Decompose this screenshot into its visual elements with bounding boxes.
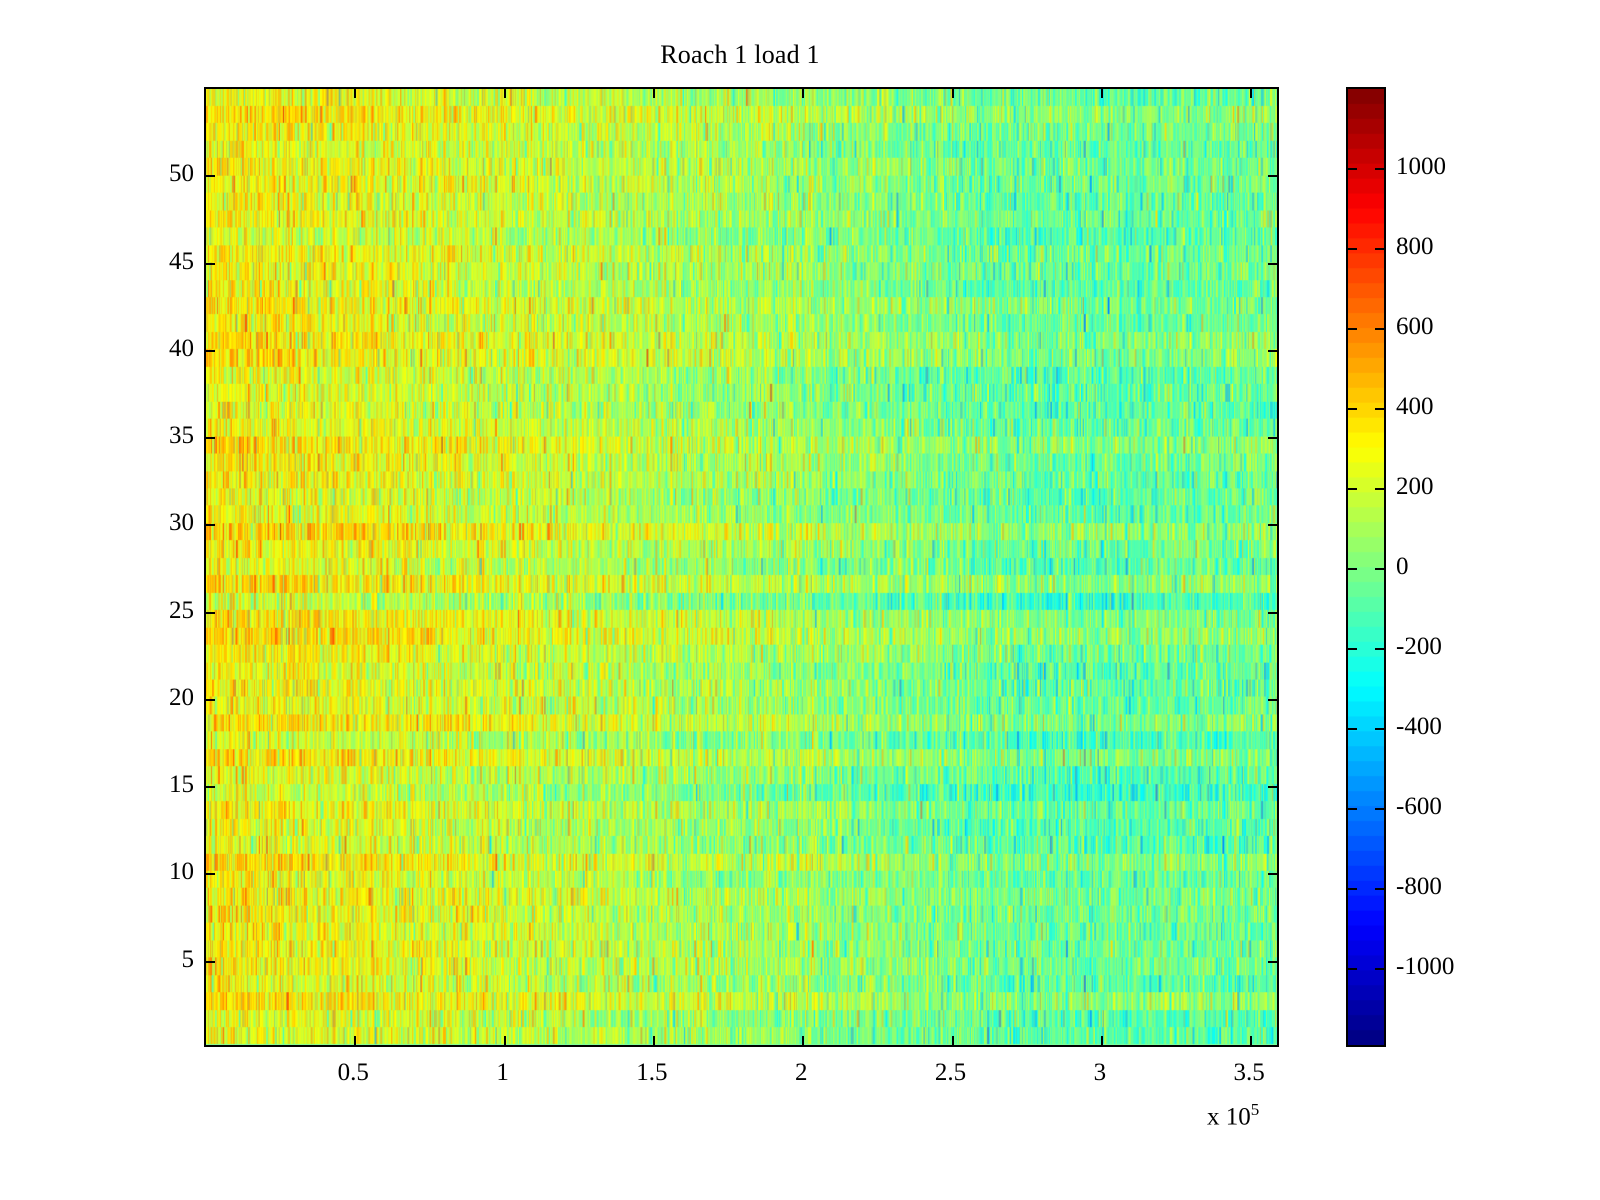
colorbar-tick-label: -1000 (1396, 953, 1455, 980)
y-tick-mark-right (1268, 437, 1277, 440)
y-tick-label: 50 (169, 160, 194, 188)
y-tick-mark-right (1268, 786, 1277, 789)
colorbar-tick-label: -400 (1396, 713, 1442, 740)
colorbar-tick-mark-right (1375, 888, 1384, 890)
y-tick-mark (206, 437, 215, 440)
y-tick-mark-right (1268, 611, 1277, 614)
colorbar-tick-mark (1348, 168, 1357, 170)
x-tick-mark (354, 1036, 357, 1045)
y-tick-mark (206, 262, 215, 265)
x-tick-mark-top (354, 89, 357, 98)
x-tick-mark-top (1250, 89, 1253, 98)
y-tick-mark-right (1268, 349, 1277, 352)
x-tick-mark-top (1100, 89, 1103, 98)
y-tick-label: 20 (169, 683, 194, 711)
x-tick-mark (503, 1036, 506, 1045)
y-tick-mark-right (1268, 698, 1277, 701)
exponent-power: 5 (1250, 1100, 1260, 1119)
y-tick-mark (206, 349, 215, 352)
colorbar-tick-mark-right (1375, 648, 1384, 650)
y-tick-label: 40 (169, 334, 194, 362)
colorbar-tick-label: -800 (1396, 873, 1442, 900)
x-tick-mark-top (951, 89, 954, 98)
x-tick-label: 2 (794, 1059, 808, 1086)
colorbar-tick-mark (1348, 328, 1357, 330)
x-tick-mark (802, 1036, 805, 1045)
colorbar-tick-mark-right (1375, 248, 1384, 250)
colorbar-tick-label: -200 (1396, 633, 1442, 660)
colorbar-gradient (1348, 89, 1384, 1045)
x-axis-exponent-label: x 105 (1207, 1100, 1259, 1131)
colorbar-tick-mark-right (1375, 568, 1384, 570)
y-tick-label: 30 (169, 509, 194, 537)
x-tick-label: 0.5 (337, 1059, 369, 1086)
y-tick-mark (206, 786, 215, 789)
y-tick-mark (206, 960, 215, 963)
colorbar-tick-mark-right (1375, 968, 1384, 970)
x-tick-mark-top (802, 89, 805, 98)
y-tick-mark-right (1268, 524, 1277, 527)
y-tick-mark-right (1268, 960, 1277, 963)
colorbar-tick-mark-right (1375, 328, 1384, 330)
colorbar[interactable] (1346, 87, 1386, 1047)
y-tick-label: 25 (169, 596, 194, 624)
page-title: Roach 1 load 1 (660, 40, 820, 69)
x-tick-mark-top (652, 89, 655, 98)
y-tick-label: 15 (169, 771, 194, 799)
colorbar-tick-mark-right (1375, 168, 1384, 170)
y-tick-mark (206, 611, 215, 614)
colorbar-tick-mark (1348, 248, 1357, 250)
y-tick-mark (206, 698, 215, 701)
colorbar-tick-mark (1348, 808, 1357, 810)
colorbar-tick-label: 1000 (1396, 153, 1446, 180)
y-tick-mark-right (1268, 175, 1277, 178)
exponent-base: x 10 (1207, 1103, 1251, 1131)
colorbar-tick-mark-right (1375, 728, 1384, 730)
x-tick-label: 3 (1093, 1059, 1107, 1086)
x-tick-mark-top (503, 89, 506, 98)
colorbar-tick-mark (1348, 488, 1357, 490)
x-tick-mark (1250, 1036, 1253, 1045)
y-tick-label: 35 (169, 422, 194, 450)
colorbar-tick-mark (1348, 648, 1357, 650)
colorbar-tick-label: 600 (1396, 313, 1434, 340)
colorbar-tick-label: 200 (1396, 473, 1434, 500)
y-tick-mark (206, 524, 215, 527)
x-tick-label: 1 (496, 1059, 509, 1086)
x-tick-label: 2.5 (934, 1059, 967, 1086)
colorbar-tick-mark-right (1375, 408, 1384, 410)
colorbar-tick-mark (1348, 408, 1357, 410)
y-tick-mark-right (1268, 873, 1277, 876)
heatmap-image (206, 89, 1277, 1045)
x-tick-label: 3.5 (1233, 1059, 1265, 1086)
colorbar-tick-label: 400 (1396, 393, 1434, 420)
x-tick-mark (652, 1036, 655, 1045)
colorbar-tick-mark-right (1375, 488, 1384, 490)
heatmap-plot-area[interactable] (204, 87, 1279, 1047)
y-tick-label: 45 (169, 247, 194, 275)
colorbar-tick-mark (1348, 968, 1357, 970)
y-tick-label: 5 (181, 945, 195, 973)
x-tick-mark (1100, 1036, 1103, 1045)
x-tick-label: 1.5 (636, 1059, 668, 1086)
colorbar-tick-label: 800 (1396, 233, 1434, 260)
colorbar-tick-mark-right (1375, 808, 1384, 810)
colorbar-tick-label: 0 (1396, 553, 1409, 580)
colorbar-tick-label: -600 (1396, 793, 1442, 820)
y-tick-mark (206, 873, 215, 876)
x-tick-mark (951, 1036, 954, 1045)
colorbar-tick-mark (1348, 728, 1357, 730)
y-tick-mark (206, 175, 215, 178)
y-tick-mark-right (1268, 262, 1277, 265)
colorbar-tick-mark (1348, 568, 1357, 570)
y-tick-label: 10 (169, 858, 194, 886)
colorbar-tick-mark (1348, 888, 1357, 890)
